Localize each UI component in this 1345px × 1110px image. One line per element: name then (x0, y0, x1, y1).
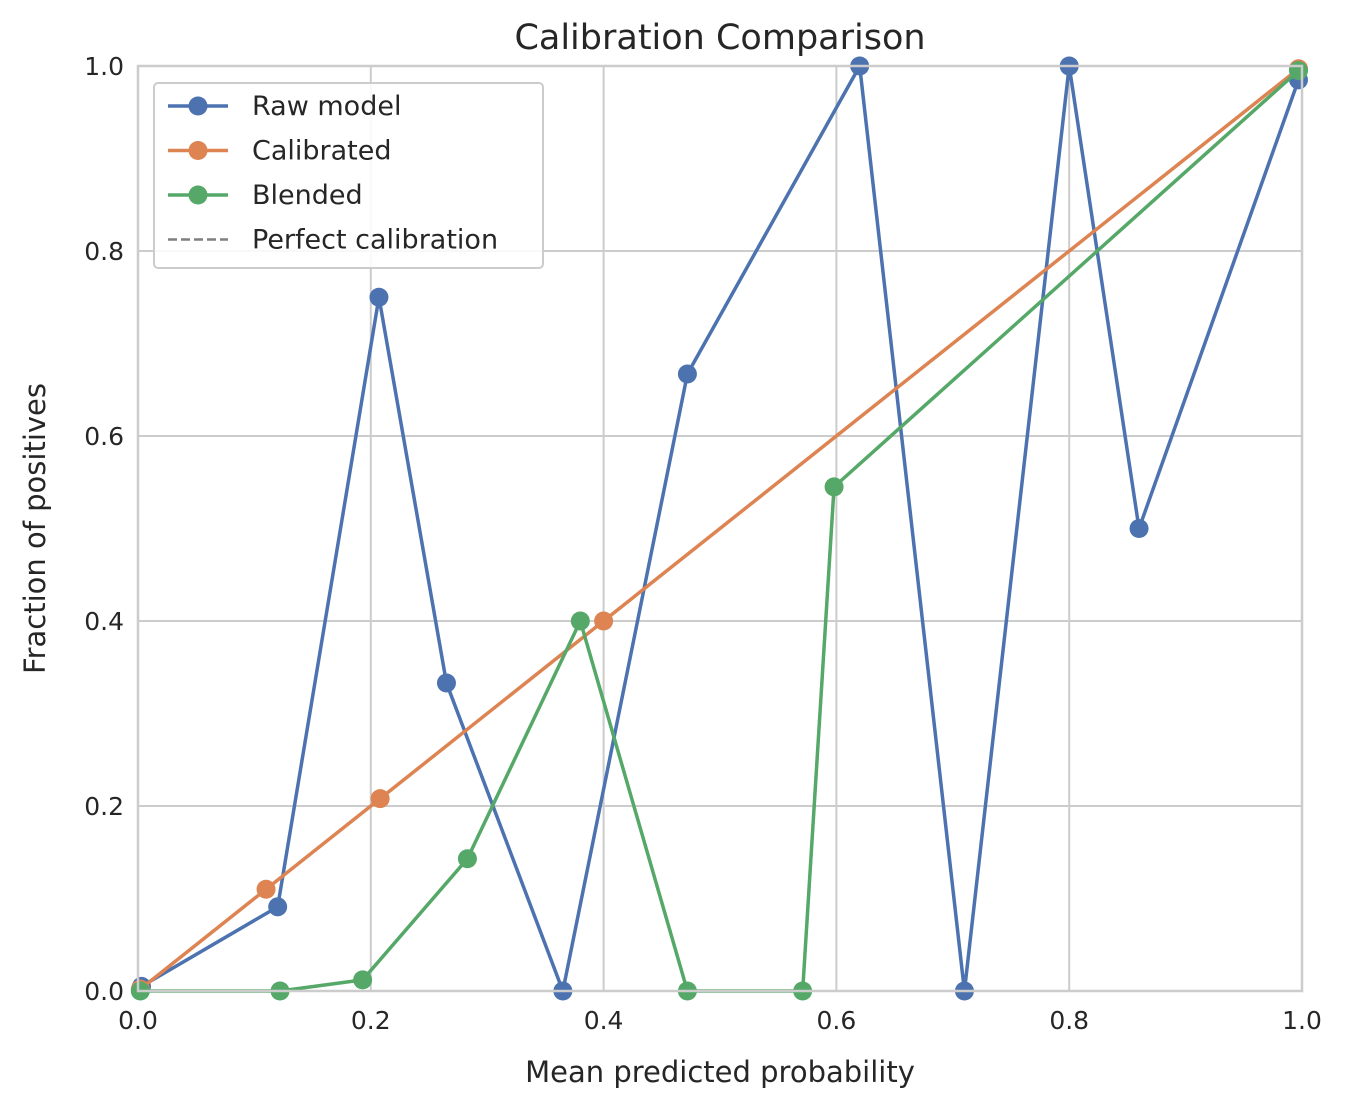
x-tick-label: 0.4 (584, 1006, 624, 1035)
legend-item-perfect-calibration: Perfect calibration (168, 225, 498, 256)
legend-marker (188, 185, 208, 205)
legend-label: Blended (252, 180, 363, 211)
legend-label: Perfect calibration (252, 225, 498, 256)
data-point (570, 611, 590, 631)
data-point (1289, 61, 1309, 81)
y-tick-label: 0.0 (84, 977, 124, 1006)
x-axis-title: Mean predicted probability (525, 1055, 915, 1089)
plot-series (130, 56, 1309, 1001)
legend-box (153, 82, 544, 269)
data-point (457, 849, 477, 869)
plot-frame (136, 64, 1304, 993)
data-point (1129, 519, 1149, 538)
y-tick-label: 0.2 (84, 792, 124, 821)
legend: Raw model Calibrated Blended Perfect calibr… (153, 82, 544, 269)
data-point (677, 364, 697, 384)
legend-marker (188, 96, 208, 116)
data-point (268, 897, 288, 917)
y-tick-label: 0.4 (84, 607, 124, 636)
x-tick-label: 0.0 (118, 1006, 158, 1035)
y-tick-label: 0.6 (84, 422, 124, 451)
y-tick-label: 1.0 (84, 52, 124, 81)
data-point (353, 970, 373, 990)
legend-item-raw-model: Raw model (168, 91, 401, 122)
tick-labels: 0.0 0.2 0.4 0.6 0.8 1.0 0.0 0.2 0.4 0.6 0.8 1.0 (84, 52, 1322, 1035)
grid-lines (137, 65, 1303, 992)
legend-item-blended: Blended (168, 180, 363, 211)
legend-marker (188, 141, 208, 160)
x-tick-label: 0.6 (817, 1006, 857, 1035)
y-axis-title: Fraction of positives (18, 383, 52, 674)
legend-label: Calibrated (252, 136, 392, 167)
data-point (369, 287, 389, 307)
x-tick-label: 0.8 (1049, 1006, 1089, 1035)
data-point (436, 673, 456, 693)
data-point (824, 477, 844, 497)
y-tick-label: 0.8 (84, 237, 124, 266)
data-point (256, 879, 276, 899)
legend-label: Raw model (252, 91, 401, 122)
x-tick-label: 0.2 (351, 1006, 391, 1035)
data-point (594, 611, 614, 631)
legend-item-calibrated: Calibrated (168, 136, 392, 167)
chart-title: Calibration Comparison (514, 18, 925, 58)
x-tick-label: 1.0 (1282, 1006, 1322, 1035)
data-point (370, 789, 390, 809)
